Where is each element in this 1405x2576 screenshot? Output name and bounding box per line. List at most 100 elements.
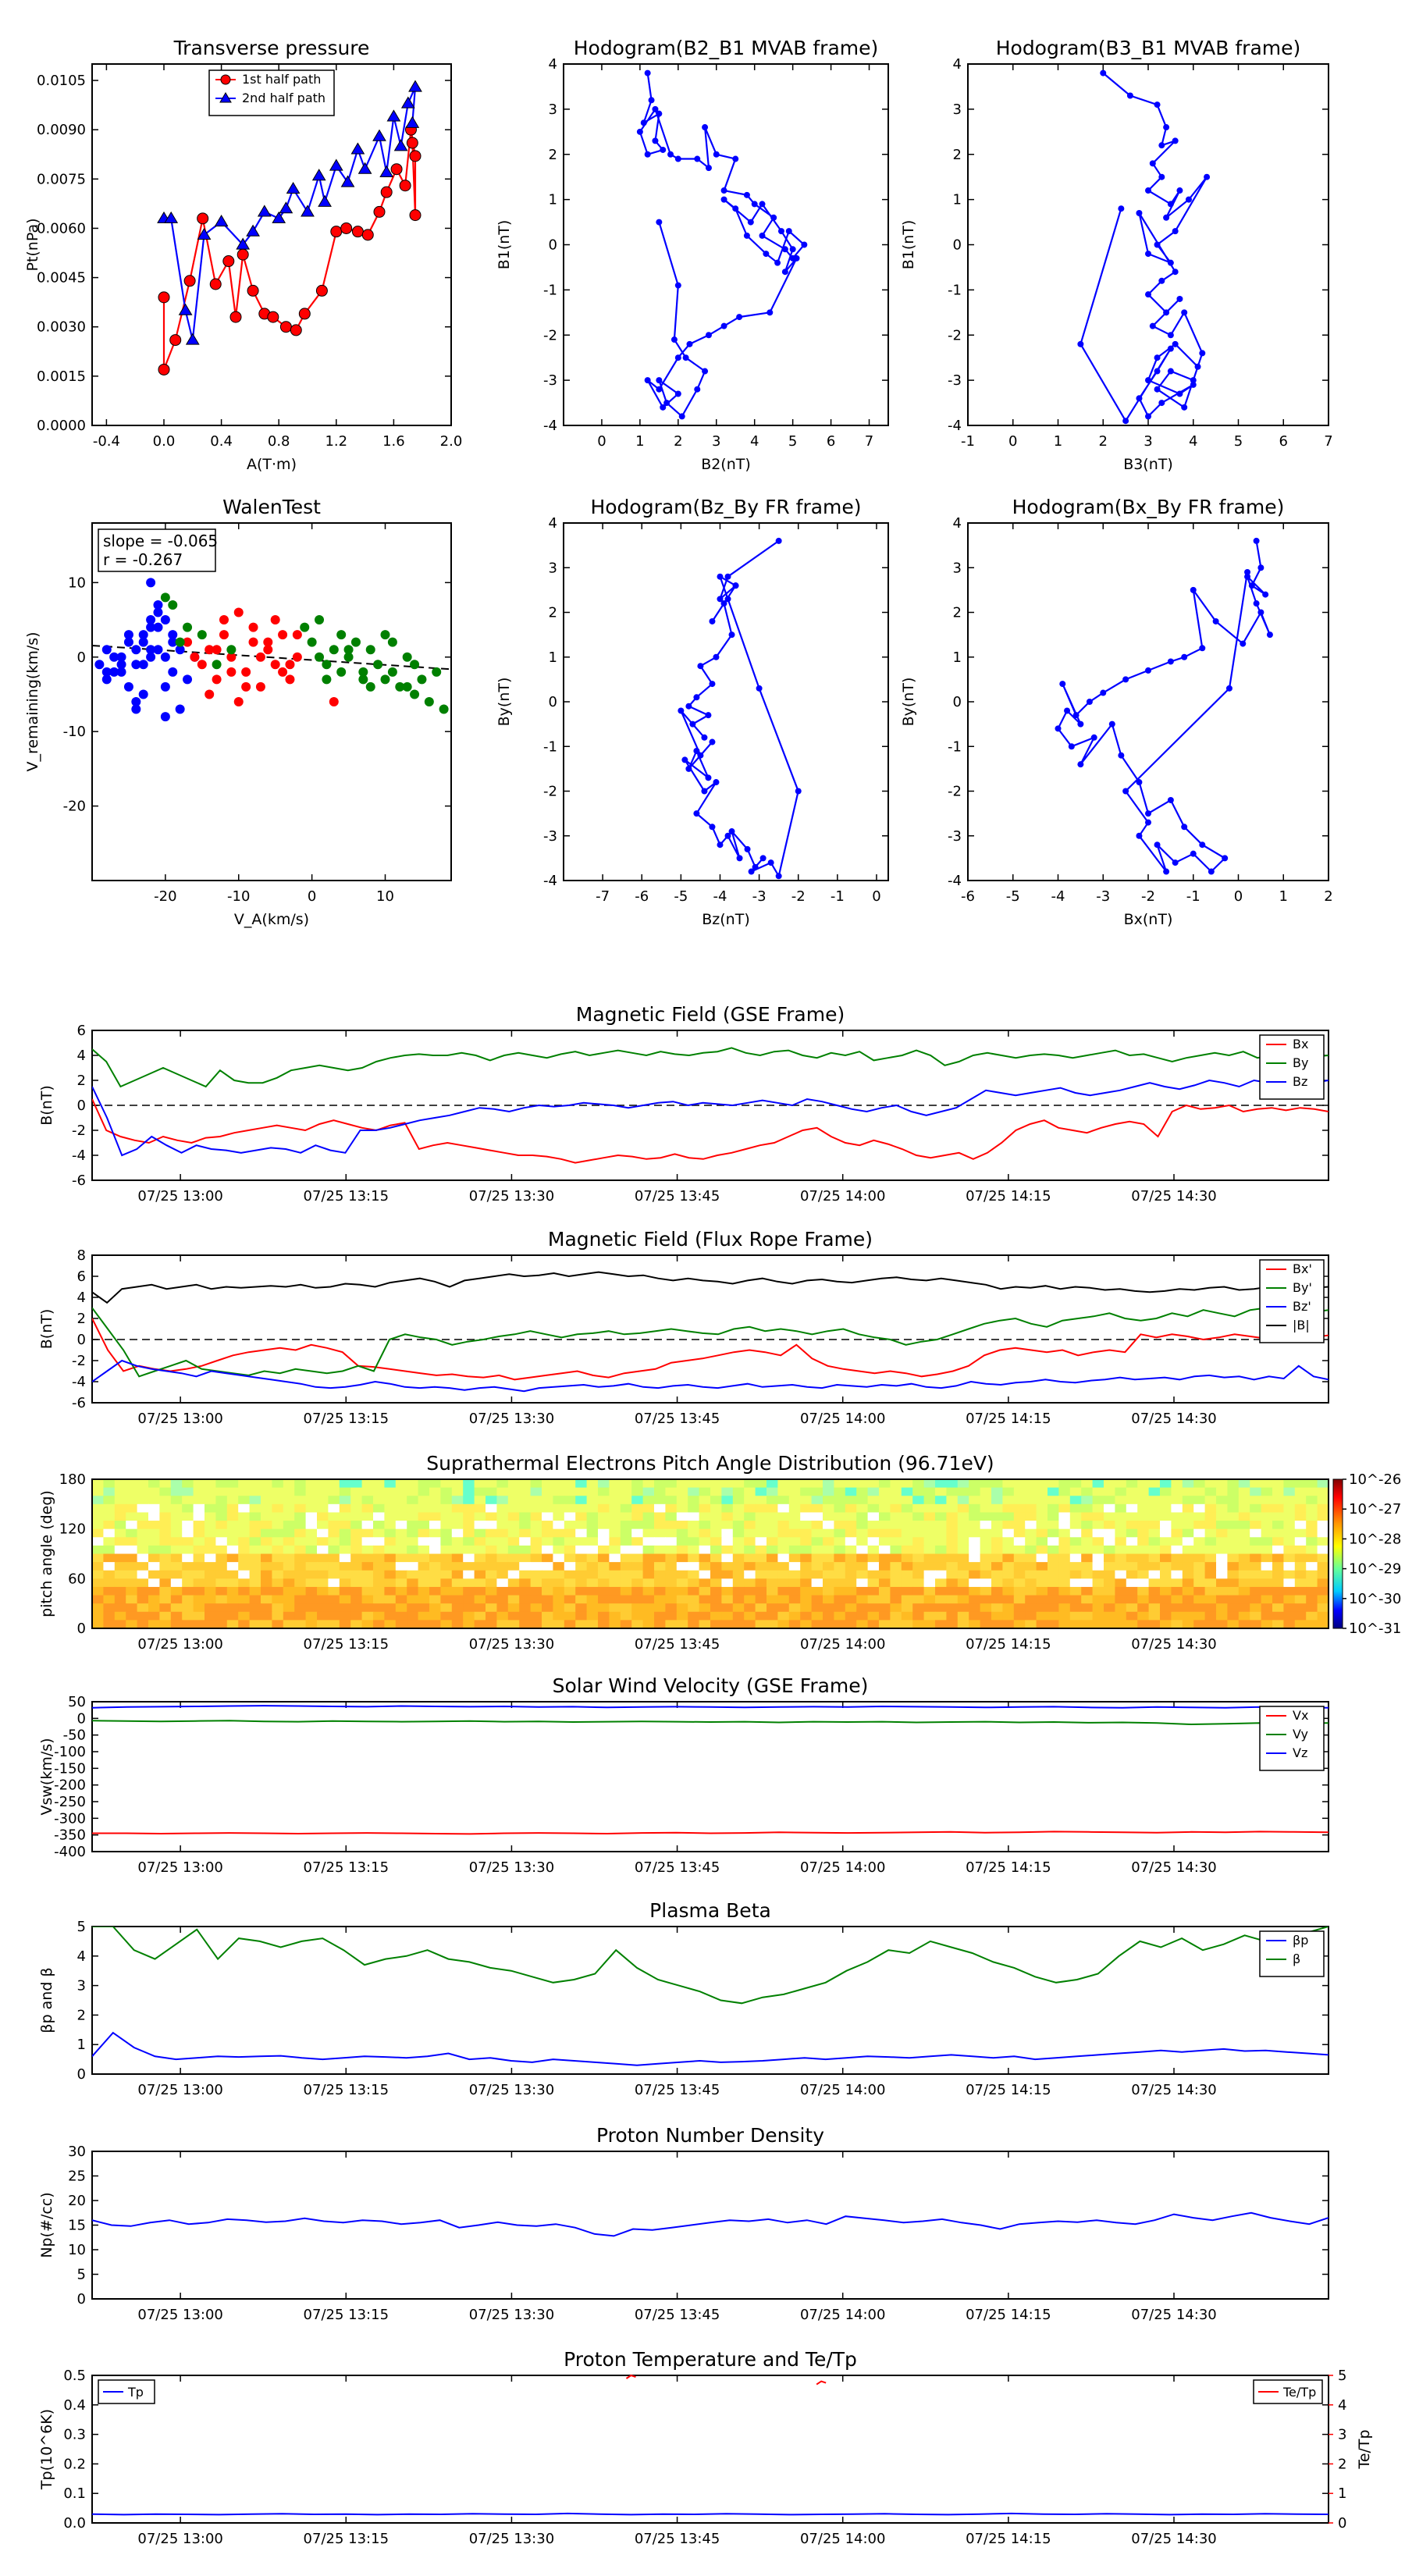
- pad-cell: [272, 1578, 284, 1588]
- pt-point: [209, 278, 222, 290]
- pad-cell: [148, 1545, 160, 1555]
- pad-cell: [788, 1553, 801, 1563]
- pad-cell: [530, 1611, 542, 1621]
- pad-cell: [699, 1545, 711, 1555]
- pad-cell: [339, 1611, 351, 1621]
- pad-cell: [1069, 1528, 1082, 1538]
- pad-cell: [777, 1512, 790, 1521]
- pad-cell: [834, 1620, 846, 1629]
- pad-cell: [1204, 1521, 1217, 1530]
- hodo4-point: [1077, 720, 1084, 728]
- pad-cell: [788, 1528, 801, 1538]
- hodo3-ytick-label: 4: [549, 515, 557, 532]
- pad-cell: [226, 1537, 239, 1546]
- hodo2-ytick-label: 2: [953, 147, 962, 163]
- pt-point: [301, 205, 315, 217]
- pad-cell: [137, 1521, 149, 1530]
- pad-cell: [305, 1503, 318, 1514]
- pad-cell: [575, 1528, 588, 1538]
- pt-point: [361, 229, 374, 241]
- hodo3-point: [681, 756, 688, 763]
- pad-cell: [182, 1537, 194, 1546]
- pad-cell: [1171, 1487, 1183, 1496]
- pad-cell: [699, 1603, 711, 1613]
- pad-cell: [519, 1586, 532, 1596]
- pad-cell: [361, 1521, 374, 1530]
- pad-cell: [92, 1595, 104, 1604]
- pad-cell: [361, 1578, 374, 1588]
- pad-cell: [170, 1595, 183, 1604]
- bgse-legend-label: By: [1293, 1055, 1308, 1070]
- pad-cell: [418, 1528, 430, 1538]
- pad-cell: [946, 1479, 959, 1489]
- pad-cell: [811, 1553, 823, 1563]
- walen-point: [329, 697, 339, 706]
- pad-cell: [159, 1553, 172, 1563]
- pad-cell: [148, 1512, 160, 1521]
- pad-cell: [305, 1545, 318, 1555]
- pad-cell: [688, 1496, 700, 1505]
- pad-cell: [361, 1595, 374, 1604]
- pad-cell: [609, 1528, 621, 1538]
- pad-cell: [1294, 1570, 1307, 1579]
- pad-cell: [519, 1553, 532, 1563]
- pt-legend-marker: [220, 74, 231, 85]
- pad-cell: [407, 1603, 419, 1613]
- pad-cell: [1002, 1578, 1015, 1588]
- pad-cell: [418, 1620, 430, 1629]
- tp-ytick2-label: 1: [1338, 2485, 1346, 2502]
- pad-cell: [418, 1603, 430, 1613]
- pad-cell: [845, 1562, 857, 1571]
- pad-cell: [957, 1521, 969, 1530]
- pad-cell: [1069, 1487, 1082, 1496]
- pad-cell: [676, 1487, 688, 1496]
- pt-point: [405, 116, 420, 128]
- pad-cell: [767, 1603, 778, 1613]
- bfr-legend-label: Bz': [1293, 1299, 1311, 1314]
- pad-cell: [800, 1611, 813, 1621]
- bfr-xtick-label: 07/25 13:30: [469, 1411, 554, 1427]
- hodo4-point: [1072, 712, 1080, 719]
- pad-cell: [912, 1521, 925, 1530]
- pad-cell: [1317, 1496, 1329, 1505]
- pad-cell: [1227, 1503, 1240, 1514]
- pad-cell: [418, 1545, 430, 1555]
- np-axes-frame: [91, 2151, 1329, 2300]
- pad-cell: [1002, 1487, 1015, 1496]
- pad-cell: [980, 1487, 992, 1496]
- pad-cell: [834, 1586, 846, 1596]
- pad-cell: [182, 1545, 194, 1555]
- pad-cell: [350, 1603, 363, 1613]
- pad-cell: [991, 1545, 1003, 1555]
- pad-cell: [834, 1496, 846, 1505]
- pad-cell: [1025, 1553, 1037, 1563]
- pad-cell: [744, 1487, 756, 1496]
- pad-cell: [969, 1528, 981, 1538]
- pad-cell: [744, 1496, 756, 1505]
- bfr-xtick-label: 07/25 13:45: [635, 1411, 720, 1427]
- pad-cell: [1137, 1620, 1150, 1629]
- walen-point: [175, 645, 185, 655]
- bgse-ytick-label: 2: [77, 1073, 86, 1089]
- pad-cell: [642, 1611, 655, 1621]
- pad-cell: [103, 1537, 116, 1546]
- pt-point: [329, 158, 343, 171]
- walen-ytick-label: 0: [77, 649, 86, 666]
- hodo2-point: [1176, 187, 1183, 194]
- hodo1-point: [720, 322, 727, 329]
- pad-cell: [620, 1611, 632, 1621]
- pad-cell: [451, 1595, 464, 1604]
- pad-cell: [317, 1528, 329, 1538]
- pad-cell: [170, 1503, 183, 1514]
- hodo3-point: [724, 573, 731, 580]
- pad-cell: [193, 1603, 205, 1613]
- pad-cell: [429, 1512, 441, 1521]
- pad-cell: [609, 1487, 621, 1496]
- pad-cell: [407, 1512, 419, 1521]
- pad-cell: [182, 1479, 194, 1489]
- pad-cell: [631, 1528, 644, 1538]
- pad-cell: [148, 1620, 160, 1629]
- hodo4-point: [1059, 681, 1066, 688]
- walen-point: [300, 622, 310, 632]
